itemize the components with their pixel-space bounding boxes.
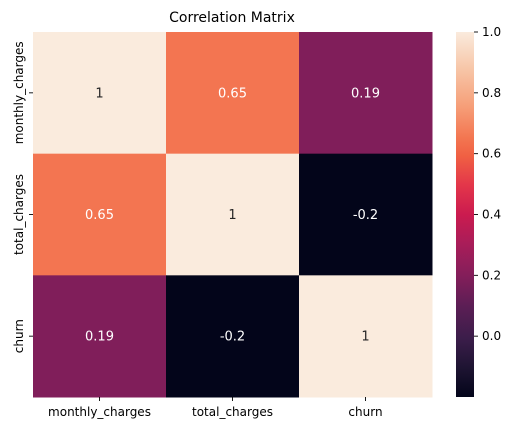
- heatmap-cell-r1-c1: [166, 153, 300, 276]
- colorbar-tick-label-3: 0.6: [482, 147, 501, 161]
- y-tick-label-0: monthly_charges: [12, 41, 26, 144]
- x-tick-label-0: monthly_charges: [48, 405, 151, 419]
- heatmap-cell-r1-c0: [33, 153, 167, 276]
- cell-label-r1-c0: 0.65: [85, 208, 114, 223]
- x-tick-label-1: total_charges: [192, 405, 273, 419]
- cell-label-r2-c1: -0.2: [220, 330, 245, 345]
- heatmap-cell-r2-c1: [166, 275, 300, 398]
- colorbar-tick-label-4: 0.8: [482, 86, 501, 100]
- heatmap-cell-labels: 1 0.65 0.19 0.65 1 -0.2 0.19 -0.2 1: [85, 86, 380, 344]
- heatmap-cell-r2-c0: [33, 275, 167, 398]
- colorbar-tick-label-2: 0.4: [482, 208, 501, 222]
- chart-title: Correlation Matrix: [169, 10, 295, 26]
- colorbar-tick-label-5: 1.0: [482, 25, 501, 39]
- cell-label-r0-c1: 0.65: [218, 86, 247, 101]
- cell-label-r1-c2: -0.2: [353, 208, 378, 223]
- cell-label-r1-c1: 1: [228, 208, 236, 223]
- cell-label-r0-c2: 0.19: [351, 86, 380, 101]
- heatmap-cell-r0-c0: [33, 32, 167, 155]
- colorbar-tick-label-0: 0.0: [482, 329, 501, 343]
- x-axis: monthly_charges total_charges churn: [48, 397, 383, 419]
- y-tick-label-1: total_charges: [12, 174, 26, 255]
- heatmap-cells: [33, 32, 433, 398]
- colorbar-tick-label-1: 0.2: [482, 268, 501, 282]
- cell-label-r2-c2: 1: [361, 330, 369, 345]
- cell-label-r2-c0: 0.19: [85, 330, 114, 345]
- heatmap-cell-r2-c2: [299, 275, 433, 398]
- colorbar-gradient: [456, 32, 474, 397]
- heatmap-cell-r0-c2: [299, 32, 433, 155]
- heatmap-cell-r1-c2: [299, 153, 433, 276]
- heatmap-cell-r0-c1: [166, 32, 300, 155]
- colorbar: 0.0 0.2 0.4 0.6 0.8 1.0: [456, 25, 501, 397]
- y-tick-label-2: churn: [12, 319, 26, 353]
- x-tick-label-2: churn: [348, 405, 382, 419]
- cell-label-r0-c0: 1: [95, 86, 103, 101]
